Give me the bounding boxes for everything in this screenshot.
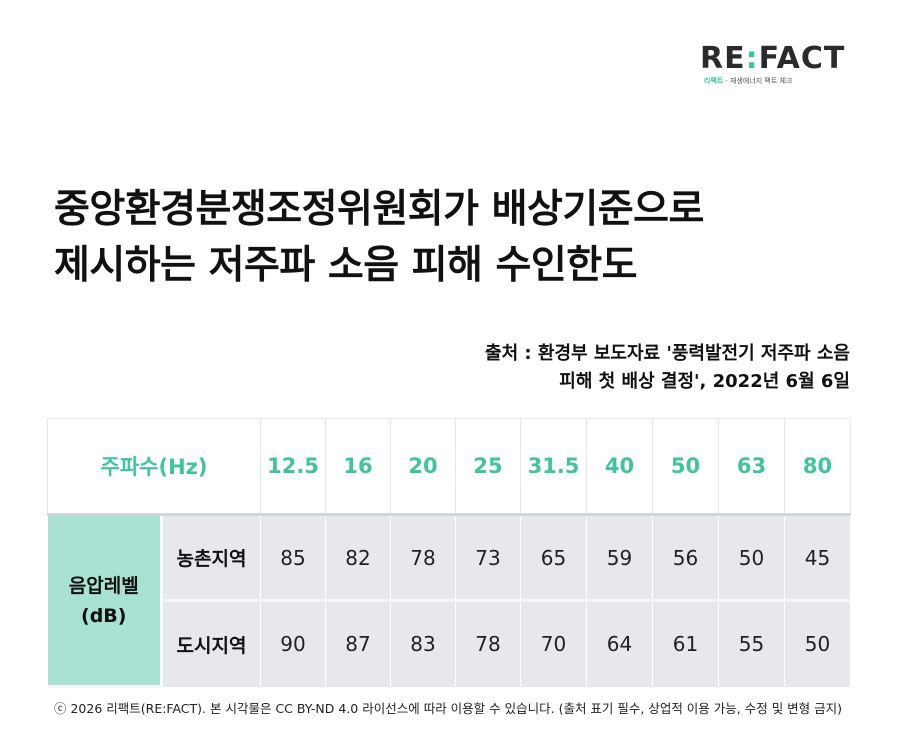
source-line-2: 피해 첫 배상 결정', 2022년 6월 6일 bbox=[559, 371, 850, 392]
logo-prefix: RE bbox=[700, 41, 746, 76]
noise-limit-table: 주파수(Hz) 12.5 16 20 25 31.5 40 50 63 80 음… bbox=[46, 418, 852, 688]
page-title: 중앙환경분쟁조정위원회가 배상기준으로 제시하는 저주파 소음 피해 수인한도 bbox=[54, 182, 874, 294]
table-cell: 56 bbox=[652, 514, 720, 602]
logo-suffix: FACT bbox=[758, 41, 846, 76]
frequency-header: 50 bbox=[652, 418, 720, 516]
frequency-header: 80 bbox=[784, 418, 852, 516]
table-cell: 50 bbox=[718, 514, 786, 602]
frequency-header: 16 bbox=[325, 418, 392, 516]
logo-colon: : bbox=[745, 41, 759, 76]
table-header-row: 주파수(Hz) 12.5 16 20 25 31.5 40 50 63 80 bbox=[46, 418, 852, 516]
source-line-1: 출처 : 환경부 보도자료 '풍력발전기 저주파 소음 bbox=[485, 343, 850, 364]
source-citation: 출처 : 환경부 보도자료 '풍력발전기 저주파 소음 피해 첫 배상 결정',… bbox=[330, 340, 850, 396]
group-label-line-2: (dB) bbox=[81, 604, 127, 627]
frequency-header: 12.5 bbox=[260, 418, 327, 516]
logo-tagline: 리팩트 · 재생에너지 팩트 체크 bbox=[704, 76, 860, 86]
table-cell: 78 bbox=[455, 600, 522, 687]
table-cell: 65 bbox=[520, 514, 588, 602]
table-cell: 45 bbox=[784, 514, 852, 602]
refact-logo: RE:FACT 리팩트 · 재생에너지 팩트 체크 bbox=[700, 42, 860, 92]
frequency-header: 63 bbox=[718, 418, 786, 516]
table-cell: 90 bbox=[260, 600, 327, 687]
table-row-urban: 도시지역 90 87 83 78 70 64 61 55 50 bbox=[48, 600, 852, 687]
title-line-1: 중앙환경분쟁조정위원회가 배상기준으로 bbox=[54, 187, 704, 232]
group-label-line-1: 음압레벨 bbox=[68, 574, 139, 597]
table-cell: 64 bbox=[586, 600, 654, 687]
frequency-header-label: 주파수(Hz) bbox=[46, 418, 262, 516]
table-cell: 85 bbox=[260, 514, 327, 602]
frequency-header: 31.5 bbox=[520, 418, 588, 516]
table-cell: 70 bbox=[520, 600, 588, 687]
table-cell: 59 bbox=[586, 514, 654, 602]
table-cell: 55 bbox=[718, 600, 786, 687]
region-label-urban: 도시지역 bbox=[161, 600, 262, 687]
logo-wordmark: RE:FACT bbox=[700, 42, 860, 76]
sound-pressure-level-label: 음압레벨 (dB) bbox=[47, 514, 163, 688]
table-cell: 50 bbox=[784, 600, 852, 687]
frequency-header: 20 bbox=[390, 418, 457, 516]
license-footer: ⓒ 2026 리팩트(RE:FACT). 본 시각물은 CC BY-ND 4.0… bbox=[54, 701, 843, 716]
table-row-rural: 음압레벨 (dB) 농촌지역 85 82 78 73 65 59 56 50 4… bbox=[47, 514, 852, 688]
table-cell: 73 bbox=[455, 514, 522, 602]
table-cell: 61 bbox=[652, 600, 720, 687]
logo-sub-name: 리팩트 bbox=[704, 77, 724, 85]
frequency-header: 40 bbox=[586, 418, 654, 516]
frequency-header: 25 bbox=[455, 418, 522, 516]
table-cell: 83 bbox=[390, 600, 457, 687]
region-label-rural: 농촌지역 bbox=[161, 514, 262, 602]
logo-sub-desc: · 재생에너지 팩트 체크 bbox=[723, 77, 793, 85]
title-line-2: 제시하는 저주파 소음 피해 수인한도 bbox=[54, 243, 638, 288]
table-cell: 82 bbox=[325, 514, 392, 602]
table-cell: 78 bbox=[390, 514, 457, 602]
table-cell: 87 bbox=[325, 600, 392, 687]
